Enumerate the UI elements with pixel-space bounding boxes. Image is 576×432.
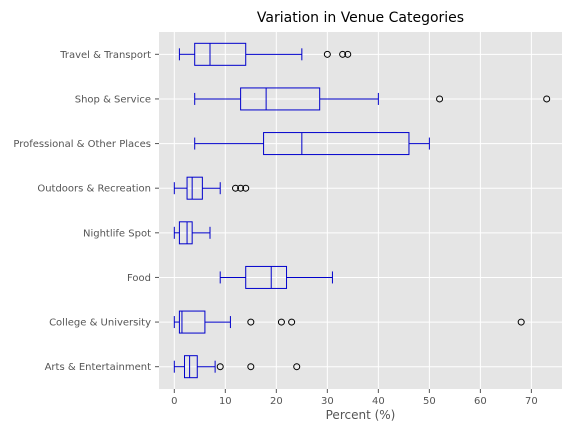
x-tick-label: 0 [171,396,177,407]
outlier-point [232,184,240,192]
x-tick-label: 50 [423,396,436,407]
outlier-point [247,363,255,371]
outlier-point [436,95,444,103]
y-tick-label: Arts & Entertainment [45,362,151,373]
box-series [173,42,551,379]
box-group [194,87,551,111]
x-axis-label: Percent (%) [326,408,396,422]
outlier-point [288,318,296,326]
box-iqr [240,87,321,111]
plot-area [159,32,562,389]
x-tick-label: 60 [474,396,487,407]
x-tick-label: 40 [372,396,385,407]
outlier-point [277,318,285,326]
box-iqr [194,42,247,66]
box-iqr [245,265,288,289]
box-group [194,132,430,156]
outlier-point [344,50,352,58]
outlier-point [242,184,250,192]
outlier-point [293,363,301,371]
axis-ticks: 0 10 20 30 40 50 60 70 Arts & Entertainment Colle… [13,50,537,407]
x-tick-label: 10 [219,396,232,407]
outlier-point [247,318,255,326]
outlier-point [543,95,551,103]
y-tick-label: Shop & Service [75,94,151,105]
outlier-point [323,50,331,58]
box-group [173,310,525,334]
y-tick-label: Food [127,273,151,284]
outlier-point [339,50,347,58]
y-tick-label: Professional & Other Places [13,139,151,150]
x-tick-label: 30 [321,396,334,407]
box-group [173,355,301,379]
box-group [173,221,211,245]
box-iqr [178,310,206,334]
y-tick-label: Travel & Transport [59,50,151,61]
y-tick-label: Outdoors & Recreation [37,184,151,195]
box-iqr [263,132,410,156]
outlier-point [517,318,525,326]
box-group [219,265,333,289]
x-tick-label: 70 [525,396,538,407]
box-iqr [184,355,198,379]
box-group [178,42,352,66]
x-tick-label: 20 [270,396,283,407]
chart-title: Variation in Venue Categories [257,10,464,26]
y-tick-label: College & University [49,318,151,329]
box-iqr [186,176,203,200]
outlier-point [216,363,224,371]
box-group [173,176,250,200]
outlier-point [237,184,245,192]
box-iqr [178,221,193,245]
y-tick-label: Nightlife Spot [83,228,151,239]
